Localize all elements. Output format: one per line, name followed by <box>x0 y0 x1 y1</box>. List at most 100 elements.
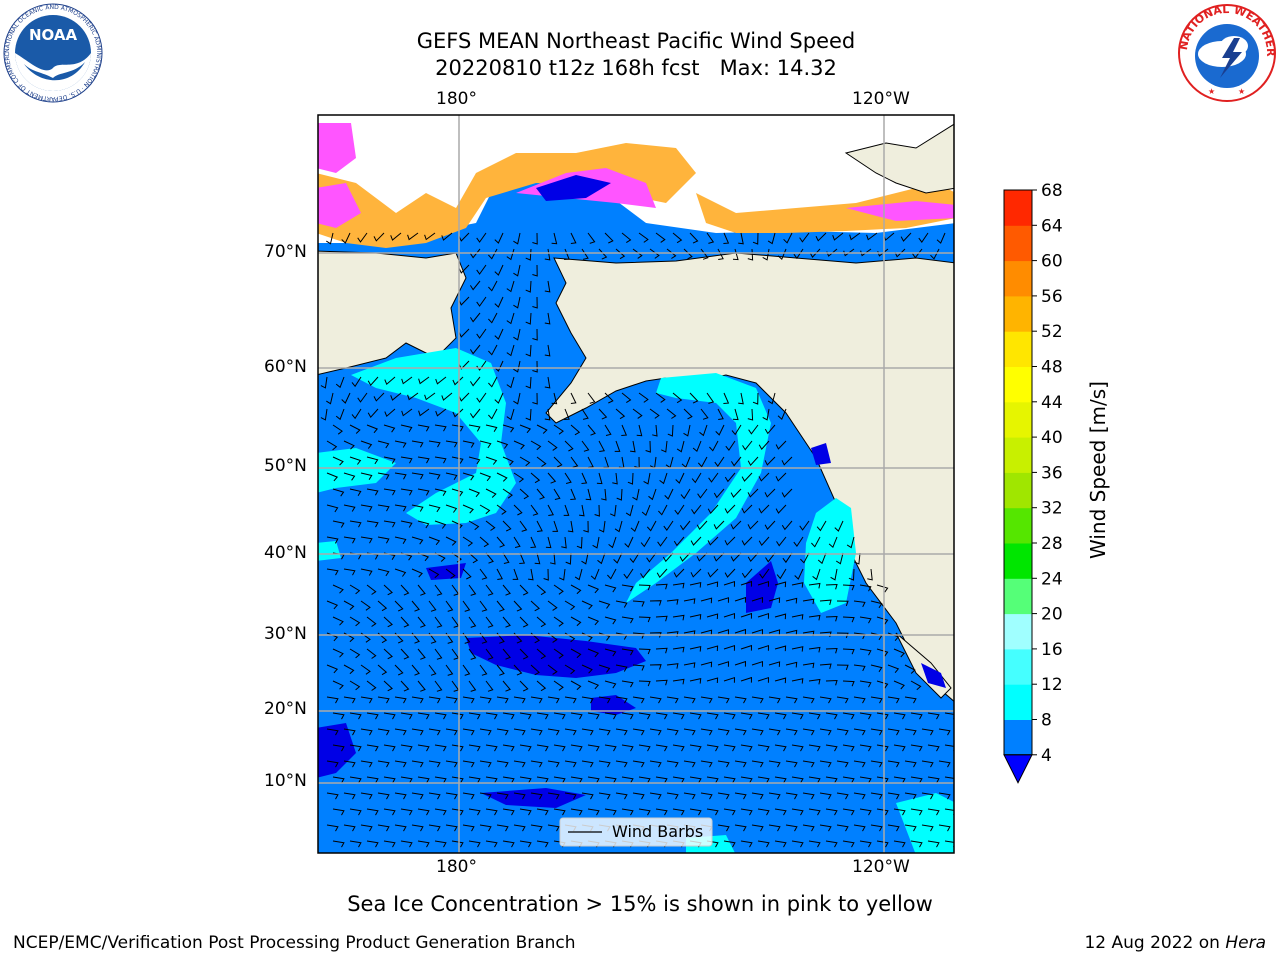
wind-barb <box>400 840 413 848</box>
wind-barb <box>757 840 770 848</box>
wind-barb <box>812 568 821 581</box>
wind-barb <box>401 408 413 417</box>
wind-barb <box>496 632 505 644</box>
wind-barb <box>655 232 666 243</box>
wind-barb <box>672 712 685 720</box>
wind-barb <box>452 376 464 386</box>
wind-barb <box>859 584 872 592</box>
wind-barb <box>383 520 396 528</box>
colorbar-under-arrow <box>1003 754 1033 784</box>
wind-barb <box>777 408 787 421</box>
wind-barb <box>377 728 390 736</box>
wind-barb <box>666 599 679 605</box>
wind-barb <box>944 712 954 720</box>
wind-barb <box>615 408 626 420</box>
wind-barb <box>612 472 618 485</box>
wind-barb <box>870 792 883 800</box>
wind-barb <box>938 792 951 800</box>
wind-barb <box>383 808 396 816</box>
wind-barb <box>441 392 453 401</box>
wind-barb <box>367 376 379 387</box>
wind-barb <box>536 616 547 628</box>
wind-barb <box>649 632 662 638</box>
wind-barb <box>828 536 838 549</box>
wind-barb <box>859 744 872 752</box>
wind-barb <box>532 392 538 405</box>
wind-barb <box>390 392 402 401</box>
colorbar-segment <box>1004 366 1032 403</box>
wind-barb <box>553 424 564 435</box>
wind-barb <box>717 728 730 736</box>
wind-barb <box>384 408 396 418</box>
wind-barb <box>638 744 651 752</box>
wind-barb <box>938 760 951 768</box>
wind-barb <box>519 424 532 434</box>
wind-barb <box>842 744 855 752</box>
wind-barb <box>679 520 691 531</box>
wind-barb <box>462 440 475 448</box>
wind-barb <box>326 232 334 245</box>
lat-label-20n: 20°N <box>264 699 307 719</box>
wind-barb <box>326 392 334 405</box>
wind-barb <box>564 696 577 704</box>
wind-barb <box>723 677 736 683</box>
wind-barb <box>506 312 515 325</box>
wind-barb <box>485 808 498 816</box>
wind-barb <box>468 712 481 720</box>
wind-barb <box>938 728 951 736</box>
wind-barb <box>428 696 441 704</box>
wind-barb <box>621 616 634 624</box>
wind-barb <box>666 760 679 768</box>
wind-barb <box>553 456 563 468</box>
wind-barb <box>742 440 753 451</box>
wind-barb <box>536 520 543 532</box>
wind-barb <box>793 536 804 547</box>
wind-barb <box>494 232 504 244</box>
wind-barb <box>394 536 407 544</box>
wind-barb <box>383 712 396 720</box>
wind-barb <box>785 728 798 736</box>
wind-barb <box>343 696 356 704</box>
wind-barb <box>366 616 377 627</box>
wind-barb <box>519 712 532 720</box>
wind-barb <box>910 808 923 816</box>
wind-barb <box>785 824 798 832</box>
wind-barb <box>638 232 649 243</box>
wind-barb <box>732 408 739 421</box>
wind-barb <box>641 504 651 517</box>
wind-barb <box>394 440 407 448</box>
wind-barb <box>320 376 328 389</box>
wind-barb <box>774 645 787 652</box>
wind-barb <box>576 536 583 549</box>
wind-barb <box>485 456 498 465</box>
wind-barb <box>802 662 815 669</box>
wind-barb <box>394 664 404 676</box>
wind-barb <box>332 776 345 784</box>
wind-barb <box>927 712 940 720</box>
wind-barb <box>608 536 617 549</box>
wind-barb <box>581 248 589 260</box>
wind-barb <box>417 520 430 529</box>
wind-barb <box>740 676 753 683</box>
colorbar-segment <box>1004 613 1032 650</box>
calm-patches <box>318 443 946 808</box>
wind-barb <box>666 728 679 736</box>
wind-barb <box>632 664 645 671</box>
wind-barb <box>400 584 410 596</box>
wind-barb <box>366 424 379 434</box>
wind-barb <box>581 664 593 674</box>
wind-barb <box>496 824 509 832</box>
wind-barb <box>326 600 339 610</box>
wind-barb <box>547 824 560 832</box>
wind-barb <box>383 648 393 660</box>
wind-barb <box>343 568 356 576</box>
wind-barb <box>581 792 594 800</box>
wind-barb <box>638 776 651 784</box>
wind-barb <box>893 776 906 784</box>
wind-barb <box>377 664 388 676</box>
wind-barb <box>781 488 793 498</box>
wind-barb <box>808 582 821 589</box>
wind-barb <box>621 232 632 244</box>
wind-barb <box>445 472 458 480</box>
wind-barb <box>717 760 730 768</box>
